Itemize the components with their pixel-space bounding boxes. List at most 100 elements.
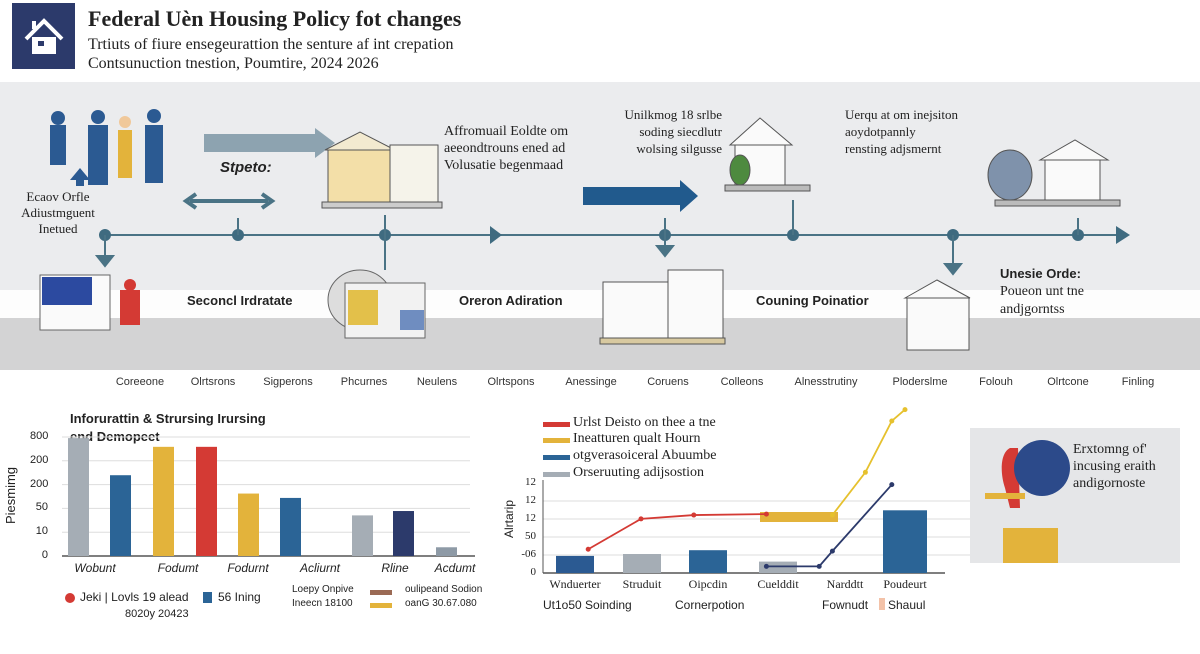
label-line: Unilkmog 18 srlbe: [624, 107, 723, 122]
milestone-3-label: Affromuail Eoldte om aeeondtrouns ened ad…: [444, 123, 568, 174]
timeline-tick-label: Olrtcone: [1047, 376, 1089, 388]
bar: [280, 497, 301, 556]
bar: [352, 515, 373, 556]
y-tick-label: 200: [30, 453, 49, 466]
legend-swatch: [543, 438, 570, 443]
data-point: [829, 548, 835, 554]
label-line: rensting adjsmernt: [845, 141, 942, 156]
y-tick-label: 50: [525, 530, 536, 542]
data-point: [691, 512, 697, 518]
legend-swatch: [543, 455, 570, 460]
people-silhouette-illustration: [985, 440, 1070, 563]
legend-label: Urlst Deisto on thee a tne: [573, 415, 716, 430]
milestone-5-label: Uerqu at om inejsiton aoydotpannly renstin…: [845, 106, 958, 157]
data-point: [816, 563, 822, 569]
x-tick-label: Oipcdin: [688, 577, 728, 591]
data-point: [889, 418, 895, 424]
data-point: [902, 407, 908, 413]
side-panel: Erxtomng of' incusing eraith andigornoste: [970, 428, 1180, 563]
x-sublabel: Cornerpotion: [675, 598, 745, 612]
legend-square: [203, 592, 212, 603]
x-tick-label: Poudeurt: [883, 577, 927, 591]
down-arrow-icon: [94, 255, 116, 268]
timeline-tick-label: Coruens: [647, 376, 689, 388]
bar: [689, 550, 727, 573]
panel-line: Erxtomng of': [1073, 442, 1147, 457]
blue-arrow: [583, 180, 698, 212]
data-point: [889, 482, 895, 488]
y-tick-label: 0: [41, 549, 48, 561]
x-tick-label: Wnduerter: [549, 577, 601, 591]
timeline-tick-label: Olrtsrons: [190, 376, 236, 388]
x-tick-label: Fodumt: [157, 561, 199, 575]
y-tick-label: 12: [525, 494, 536, 506]
highlight-bar: [760, 512, 838, 522]
timeline-label-strip: [0, 290, 1200, 318]
bar: [883, 510, 927, 573]
panel-line: andigornoste: [1073, 476, 1146, 491]
timeline-tick-label: Colleons: [720, 376, 764, 388]
y-tick-label: -06: [521, 548, 536, 560]
legend-sublabel: Ineecn 18100: [292, 598, 353, 609]
bar: [436, 547, 457, 556]
bar-chart: [62, 436, 475, 608]
x-tick-label: Fodurnt: [227, 561, 269, 575]
label-line: Volusatie begenmaad: [444, 158, 564, 173]
label-line: Poueon unt tne: [1000, 284, 1084, 299]
phase-label-2: Oreron Adiration: [459, 293, 563, 308]
data-point: [862, 469, 868, 475]
mansion-illustration: [599, 269, 726, 345]
legend-label: Loepy Onpive: [292, 584, 354, 595]
series-line: [587, 513, 767, 551]
bar: [759, 561, 797, 573]
legend-label: oulipeand Sodion: [405, 584, 483, 595]
data-point: [763, 511, 769, 517]
down-arrow-icon: [654, 245, 676, 258]
x-tick-label: Rline: [381, 561, 409, 575]
legend-bar: [370, 603, 392, 608]
x-sublabel: Shauul: [888, 598, 926, 612]
legend-label: 56 Ining: [218, 590, 261, 604]
x-sublabel: Fownudt: [822, 598, 869, 612]
label-line: Adiustmguent: [21, 205, 95, 220]
label-line: Unesie Orde:: [1000, 266, 1081, 281]
timeline-tick-label: Anessinge: [565, 376, 617, 388]
document-icon: [879, 598, 885, 610]
series-line: [831, 408, 906, 516]
y-tick-label: 0: [530, 566, 537, 578]
legend-label: Jeki | Lovls 19 alead: [80, 590, 189, 604]
phase-label-4: Unesie Orde: Poueon unt tne andjgorntss: [1000, 265, 1084, 319]
house-with-trees-illustration: [987, 139, 1121, 207]
y-tick-label: 200: [30, 477, 49, 490]
timeline-arrowhead: [1116, 226, 1130, 244]
bar: [196, 446, 217, 556]
legend-swatch: [543, 422, 570, 427]
data-point: [638, 516, 644, 522]
x-tick-label: Wobunt: [74, 561, 116, 575]
phase-label-1: Seconcl Irdratate: [187, 293, 293, 308]
label-line: soding siecdlutr: [639, 124, 722, 139]
white-house-illustration: [724, 117, 811, 192]
x-tick-label: Narddtt: [826, 577, 864, 591]
data-point: [829, 512, 835, 518]
government-building-illustration: [321, 131, 443, 209]
y-tick-label: 12: [525, 476, 536, 488]
label-line: Uerqu at om inejsiton: [845, 107, 959, 122]
legend-label: Orseruuting adijsostion: [573, 465, 705, 480]
page-title: Federal Uèn Housing Policy fot changes: [88, 6, 462, 31]
x-tick-label: Acliurnt: [299, 561, 341, 575]
series-line: [766, 484, 893, 568]
timeline-tick-label: Sigperons: [263, 376, 313, 388]
milestone-1-label: Ecaov Orfle Adiustmguent Inetued: [4, 189, 112, 237]
bar: [556, 555, 594, 573]
milestone-2-label: Stpeto:: [220, 159, 272, 176]
subtitle-line-2: Contsunuction tnestion, Poumtire, 2024 2…: [88, 55, 379, 72]
legend-label: otgverasoiceral Abuumbe: [573, 448, 717, 463]
bar: [393, 511, 414, 556]
label-line: Ecaov Orfle: [26, 189, 90, 204]
timeline-tick-label: Phcurnes: [340, 376, 388, 388]
bar: [68, 438, 89, 556]
label-line: andjgorntss: [1000, 302, 1065, 317]
bar: [238, 493, 259, 556]
